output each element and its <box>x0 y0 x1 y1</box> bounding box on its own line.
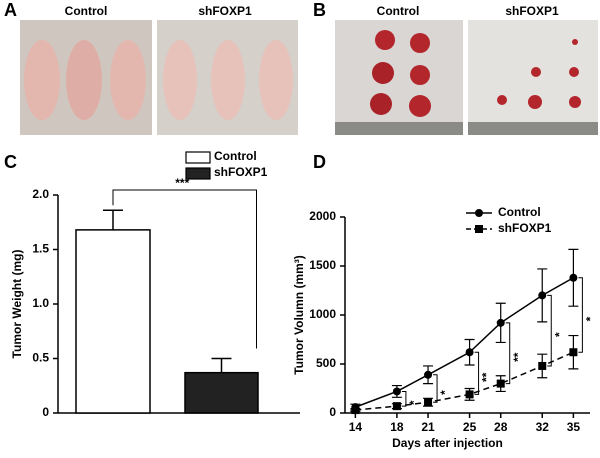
legend-marker <box>475 209 483 217</box>
marker <box>496 379 505 388</box>
marker <box>465 390 474 399</box>
marker <box>538 361 547 370</box>
y-axis-label: Tumor Volumn (mm³) <box>292 255 306 375</box>
marker <box>424 398 433 407</box>
marker <box>351 406 360 415</box>
series-line <box>355 351 574 411</box>
y-tick-label: 1.0 <box>32 296 49 310</box>
x-axis-label: Days after injection <box>392 436 503 450</box>
marker <box>392 387 401 396</box>
y-tick-label: 0 <box>329 405 336 419</box>
photo-b-control <box>335 20 463 135</box>
x-tick-label: 35 <box>567 420 581 434</box>
y-tick-label: 2000 <box>309 209 336 223</box>
panel-label: B <box>313 0 326 20</box>
significance: * <box>438 390 452 395</box>
annotation: *** <box>175 176 189 190</box>
x-tick-label: 21 <box>421 420 435 434</box>
panel-label: C <box>4 152 17 172</box>
group-label: Control <box>377 4 420 18</box>
photo-a-control <box>20 20 152 135</box>
marker <box>569 348 578 357</box>
group-label: Control <box>65 4 108 18</box>
y-tick-label: 1.5 <box>32 242 49 256</box>
significance: ** <box>480 372 494 382</box>
panel-label: D <box>313 152 326 172</box>
marker <box>392 402 401 411</box>
y-tick-label: 0.5 <box>32 351 49 365</box>
y-tick-label: 1000 <box>309 307 336 321</box>
legend-swatch <box>185 151 211 164</box>
photo-a-shfoxp1 <box>157 20 298 135</box>
marker <box>424 370 433 379</box>
marker <box>465 348 474 357</box>
bar <box>184 371 259 414</box>
error-bar <box>103 209 123 230</box>
bar <box>75 229 151 414</box>
significance-bracket <box>547 294 552 367</box>
error-bar <box>211 357 232 373</box>
x-tick-label: 18 <box>390 420 404 434</box>
significance: ** <box>511 352 525 362</box>
legend-marker <box>475 225 483 233</box>
legend-swatch <box>185 167 211 180</box>
significance: * <box>584 316 598 321</box>
legend-label: shFOXP1 <box>498 221 552 235</box>
y-tick-label: 0 <box>42 405 49 419</box>
y-tick-label: 1500 <box>309 258 336 272</box>
significance-bracket <box>433 374 438 403</box>
marker <box>538 291 547 300</box>
y-tick-label: 2.0 <box>32 187 49 201</box>
photo-b-shfoxp1 <box>468 20 598 135</box>
significance-bracket <box>578 277 583 353</box>
marker <box>496 318 505 327</box>
group-label: shFOXP1 <box>198 4 252 18</box>
significance-bracket <box>401 390 407 407</box>
significance-bracket <box>112 189 257 349</box>
legend-label: shFOXP1 <box>214 165 268 179</box>
group-label: shFOXP1 <box>505 4 559 18</box>
x-tick-label: 25 <box>463 420 477 434</box>
y-axis-label: Tumor Weight (mg) <box>10 250 24 359</box>
significance-bracket <box>474 351 480 395</box>
x-tick-label: 14 <box>349 420 363 434</box>
significance: * <box>552 332 566 337</box>
x-tick-label: 28 <box>494 420 508 434</box>
panel-label: A <box>4 0 17 20</box>
marker <box>569 273 578 282</box>
significance: * <box>407 400 421 405</box>
significance-bracket <box>505 322 511 385</box>
legend-label: Control <box>214 149 257 163</box>
y-tick-label: 500 <box>316 356 336 370</box>
x-tick-label: 32 <box>536 420 550 434</box>
legend-label: Control <box>498 205 541 219</box>
